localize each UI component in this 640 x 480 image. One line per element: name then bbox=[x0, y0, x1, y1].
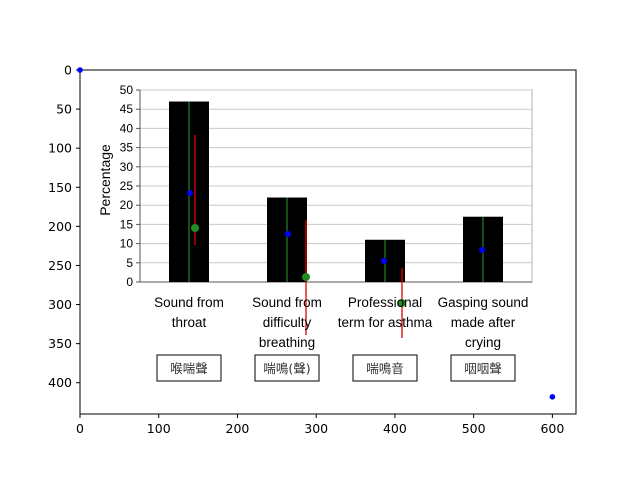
category-label: throat bbox=[172, 315, 207, 330]
green-point bbox=[191, 224, 199, 232]
embedded-y-tick-label: 50 bbox=[120, 83, 134, 97]
x-tick-label: 0 bbox=[76, 421, 84, 436]
embedded-y-tick-label: 30 bbox=[120, 160, 134, 174]
category-label: Professional bbox=[348, 295, 422, 310]
category-label: made after bbox=[451, 315, 516, 330]
category-label: Sound from bbox=[154, 295, 224, 310]
embedded-y-tick-label: 15 bbox=[120, 217, 134, 231]
scatter-point bbox=[77, 67, 83, 73]
blue-point bbox=[187, 190, 193, 196]
embedded-y-tick-label: 45 bbox=[120, 102, 134, 116]
blue-point bbox=[381, 258, 387, 264]
green-point bbox=[302, 273, 310, 281]
category-box bbox=[352, 354, 418, 382]
category-box bbox=[450, 354, 516, 382]
embedded-y-axis-label: Percentage bbox=[97, 144, 113, 216]
category-box bbox=[156, 354, 222, 382]
x-tick-label: 400 bbox=[383, 421, 407, 436]
blue-point bbox=[479, 247, 485, 253]
category-box-label: 喘鳴音 bbox=[366, 361, 404, 376]
category-label: breathing bbox=[259, 335, 315, 350]
embedded-y-tick-label: 20 bbox=[120, 198, 134, 212]
x-tick-label: 100 bbox=[147, 421, 171, 436]
y-tick-label: 200 bbox=[48, 219, 72, 234]
embedded-y-tick-label: 35 bbox=[120, 141, 134, 155]
y-tick-label: 250 bbox=[48, 258, 72, 273]
x-tick-label: 600 bbox=[540, 421, 564, 436]
category-box-label: 喉喘聲 bbox=[170, 361, 208, 376]
category-box bbox=[254, 354, 320, 382]
y-tick-label: 0 bbox=[64, 63, 72, 78]
x-tick-label: 300 bbox=[304, 421, 328, 436]
y-tick-label: 350 bbox=[48, 336, 72, 351]
blue-point bbox=[285, 231, 291, 237]
green-point bbox=[398, 299, 406, 307]
embedded-y-tick-label: 40 bbox=[120, 121, 134, 135]
category-box-label: 咽咽聲 bbox=[464, 361, 502, 376]
y-tick-label: 100 bbox=[48, 141, 72, 156]
category-box-label: 喘鳴(聲) bbox=[263, 361, 310, 376]
embedded-y-tick-label: 5 bbox=[126, 256, 133, 270]
category-label: Sound from bbox=[252, 295, 322, 310]
embedded-y-tick-label: 0 bbox=[126, 275, 133, 289]
category-label: term for asthma bbox=[338, 315, 433, 330]
category-label: Gasping sound bbox=[438, 295, 529, 310]
y-tick-label: 400 bbox=[48, 375, 72, 390]
outer-axes-frame bbox=[79, 69, 577, 415]
y-tick-label: 50 bbox=[56, 102, 72, 117]
scatter-point bbox=[549, 394, 556, 400]
embedded-y-tick-label: 10 bbox=[120, 237, 134, 251]
x-tick-label: 200 bbox=[226, 421, 250, 436]
y-tick-label: 300 bbox=[48, 297, 72, 312]
y-tick-label: 150 bbox=[48, 180, 72, 195]
embedded-chart bbox=[136, 89, 533, 382]
embedded-y-tick-label: 25 bbox=[120, 179, 134, 193]
category-label: crying bbox=[465, 335, 501, 350]
category-label: difficulty bbox=[263, 315, 312, 330]
x-tick-label: 500 bbox=[462, 421, 486, 436]
